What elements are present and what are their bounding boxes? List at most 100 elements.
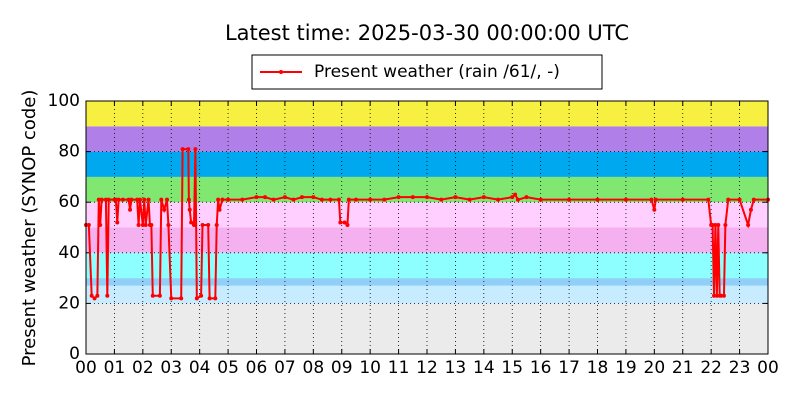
data-point: [116, 197, 121, 202]
data-point: [653, 197, 658, 202]
data-point: [680, 197, 685, 202]
data-point: [319, 197, 324, 202]
x-tick-label: 17: [558, 358, 580, 378]
data-point: [737, 197, 742, 202]
y-axis-label: Present weather (SYNOP code): [19, 90, 40, 367]
x-tick-label: 19: [615, 358, 637, 378]
data-point: [746, 222, 751, 227]
data-point: [206, 222, 211, 227]
data-point: [143, 222, 148, 227]
data-point: [96, 197, 101, 202]
data-point: [713, 222, 718, 227]
data-point: [113, 197, 118, 202]
data-point: [271, 197, 276, 202]
data-point: [193, 147, 198, 152]
x-tick-label: 14: [473, 358, 495, 378]
data-point: [126, 197, 131, 202]
data-point: [92, 296, 97, 301]
data-point: [524, 195, 529, 200]
data-point: [226, 197, 231, 202]
data-point: [95, 293, 100, 298]
data-point: [179, 296, 184, 301]
data-point: [336, 197, 341, 202]
data-point: [513, 192, 518, 197]
data-point: [120, 197, 125, 202]
data-point: [510, 195, 515, 200]
x-tick-label: 00: [75, 358, 97, 378]
data-point: [86, 222, 91, 227]
data-point: [180, 147, 185, 152]
x-tick-label: 22: [700, 358, 722, 378]
data-point: [382, 197, 387, 202]
data-point: [345, 222, 350, 227]
data-point: [263, 195, 268, 200]
data-point: [128, 207, 133, 212]
data-point: [149, 222, 154, 227]
y-tick-label: 0: [69, 344, 80, 364]
legend-marker: [279, 70, 283, 74]
data-point: [199, 293, 204, 298]
legend-box: [251, 54, 603, 90]
y-tick-label: 60: [58, 192, 80, 212]
data-point: [706, 197, 711, 202]
x-tick-label: 16: [530, 358, 552, 378]
data-point: [150, 293, 155, 298]
y-tick-label: 20: [58, 293, 80, 313]
data-point: [115, 220, 120, 225]
data-point: [710, 222, 715, 227]
data-point: [162, 207, 167, 212]
data-point: [714, 293, 719, 298]
x-tick-label: 15: [501, 358, 523, 378]
data-point: [623, 197, 628, 202]
data-point: [164, 197, 169, 202]
data-point: [135, 197, 140, 202]
data-point: [140, 222, 145, 227]
data-point: [166, 222, 171, 227]
data-point: [157, 293, 162, 298]
data-point: [439, 197, 444, 202]
data-point: [214, 222, 219, 227]
data-point: [169, 296, 174, 301]
data-point: [103, 197, 108, 202]
legend-label: Present weather (rain /61/, -): [314, 62, 560, 82]
data-point: [723, 222, 728, 227]
background-band: [86, 126, 768, 152]
data-point: [567, 197, 572, 202]
data-point: [649, 197, 654, 202]
data-point: [481, 195, 486, 200]
data-point: [721, 293, 726, 298]
data-point: [425, 195, 429, 200]
data-point: [137, 197, 142, 202]
x-tick-label: 03: [160, 358, 182, 378]
data-point: [368, 197, 373, 202]
x-tick-label: 01: [104, 358, 126, 378]
data-point: [453, 195, 458, 200]
data-point: [129, 197, 134, 202]
background-band: [86, 151, 768, 177]
x-tick-label: 05: [217, 358, 239, 378]
y-tick-label: 100: [48, 91, 80, 111]
data-point: [136, 222, 141, 227]
chart-title: Latest time: 2025-03-30 00:00:00 UTC: [225, 21, 629, 45]
data-point: [220, 197, 225, 202]
y-tick-label: 40: [58, 243, 80, 263]
data-point: [716, 222, 721, 227]
data-point: [719, 293, 724, 298]
data-point: [311, 195, 316, 200]
x-tick-label: 07: [274, 358, 296, 378]
x-tick-label: 13: [445, 358, 467, 378]
data-point: [142, 197, 147, 202]
data-point: [467, 197, 472, 202]
data-point: [213, 296, 218, 301]
x-tick-label: 10: [359, 358, 381, 378]
data-point: [189, 220, 194, 225]
data-point: [159, 197, 164, 202]
data-point: [410, 195, 415, 200]
x-tick-label: 09: [331, 358, 353, 378]
data-point: [299, 195, 304, 200]
y-tick-label: 80: [58, 142, 80, 162]
data-point: [194, 296, 199, 301]
data-point: [146, 197, 151, 202]
x-tick-label: 04: [189, 358, 211, 378]
